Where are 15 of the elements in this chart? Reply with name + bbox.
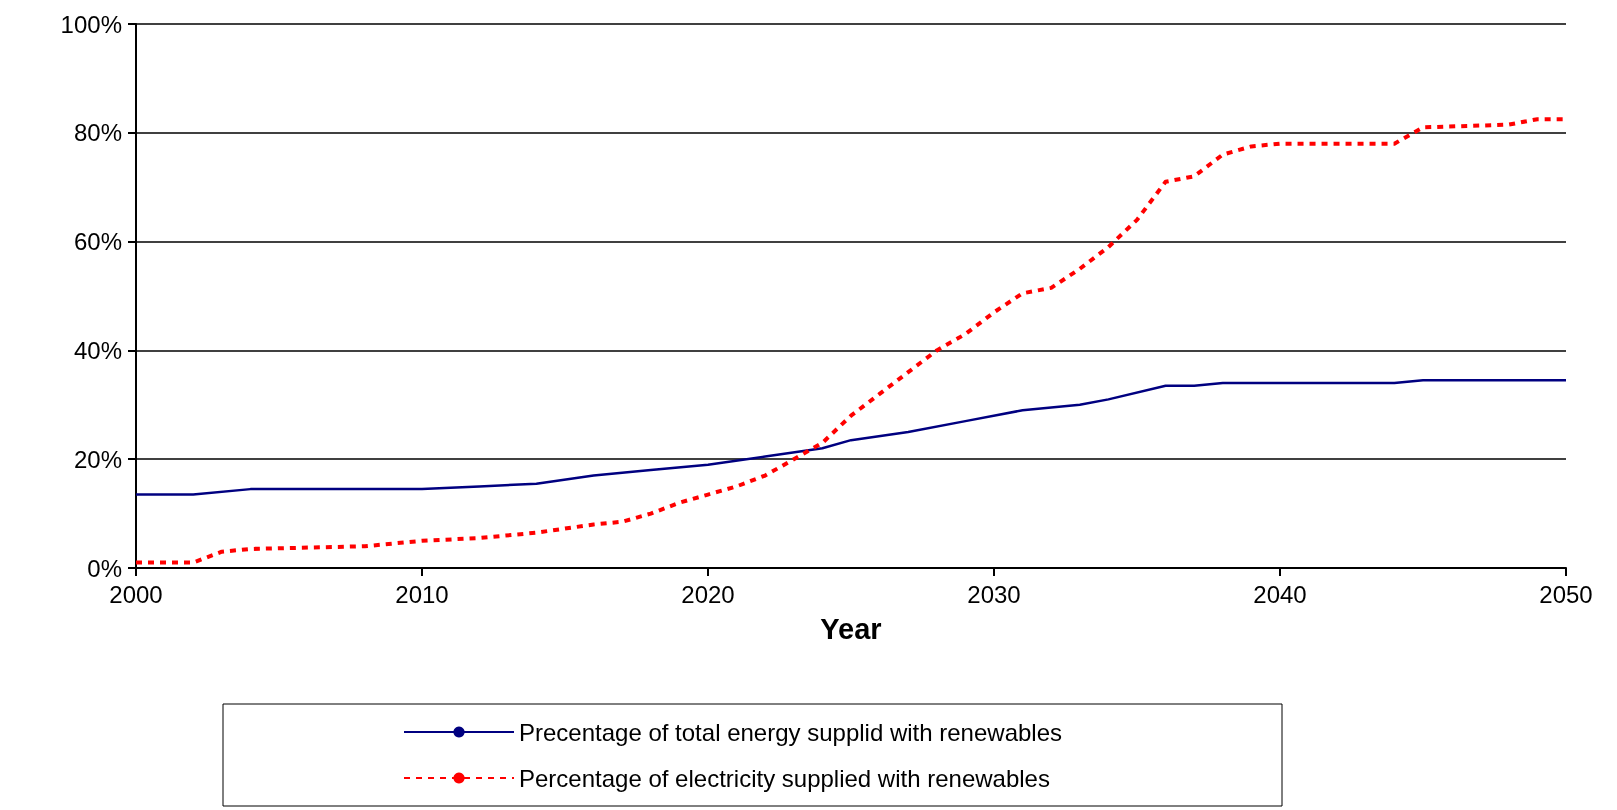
y-tick-label: 40% [73,336,122,364]
y-tick-label: 100% [60,10,122,38]
y-tick-label: 80% [73,119,122,147]
legend-label: Percentage of electricity supplied with renewables [519,764,1050,792]
x-tick-label: 2010 [395,580,449,608]
x-tick-label: 2020 [681,580,735,608]
y-tick-label: 60% [73,228,122,256]
x-tick-label: 2050 [1539,580,1593,608]
legend-label: Precentage of total energy supplid with renewables [519,718,1062,746]
y-tick-label: 20% [73,445,122,473]
x-tick-label: 2000 [109,580,163,608]
x-tick-label: 2030 [967,580,1021,608]
x-axis-title: Year [820,612,882,645]
y-tick-label: 0% [87,554,122,582]
x-tick-label: 2040 [1253,580,1307,608]
